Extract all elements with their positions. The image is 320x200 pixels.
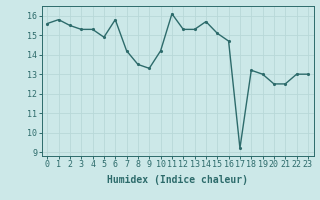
X-axis label: Humidex (Indice chaleur): Humidex (Indice chaleur) <box>107 175 248 185</box>
